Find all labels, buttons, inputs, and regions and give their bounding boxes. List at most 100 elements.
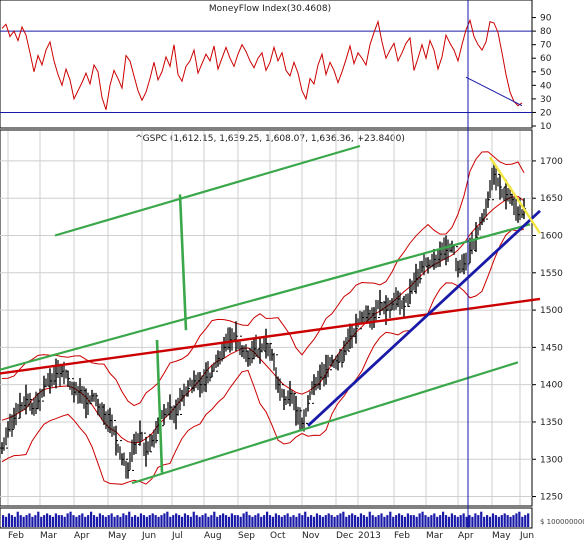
mfi-tick-label: 50 bbox=[540, 68, 552, 78]
volume-bar bbox=[371, 515, 374, 527]
x-axis: Feb Mar Apr May Jun Jul Aug Sep Oct Nov Dec 2013 Feb… bbox=[8, 531, 534, 541]
x-tick-label: Jun bbox=[141, 531, 156, 540]
middle-band bbox=[1, 195, 525, 444]
volume-bar bbox=[327, 513, 330, 527]
volume-bar bbox=[389, 511, 392, 527]
volume-bar bbox=[348, 515, 351, 527]
volume-bar bbox=[456, 516, 459, 527]
volume-bar bbox=[22, 516, 25, 527]
x-tick-label: Jul bbox=[171, 531, 183, 540]
volume-bar bbox=[154, 515, 157, 527]
volume-bar bbox=[380, 513, 383, 527]
volume-bar bbox=[84, 516, 87, 527]
volume-bar bbox=[333, 516, 336, 527]
volume-bar bbox=[204, 513, 207, 527]
volume-bar bbox=[321, 516, 324, 527]
volume-bar bbox=[128, 511, 131, 527]
mfi-tick-label: 30 bbox=[540, 95, 552, 105]
volume-bar bbox=[4, 516, 8, 527]
volume-bar bbox=[160, 515, 163, 527]
volume-bar bbox=[210, 515, 213, 527]
volume-bar bbox=[488, 516, 492, 527]
volume-bar bbox=[131, 516, 134, 527]
x-tick-label: Feb bbox=[8, 531, 24, 540]
volume-bar bbox=[415, 516, 418, 527]
volume-bar bbox=[307, 516, 310, 527]
volume-bar bbox=[336, 515, 339, 527]
price-tick-label: 1700 bbox=[540, 157, 563, 167]
volume-bar bbox=[66, 513, 69, 527]
volume-bar bbox=[395, 515, 398, 527]
price-panel: ^GSPC (1,612.15, 1,639.25, 1,608.07, 1,6… bbox=[0, 129, 563, 507]
mfi-line bbox=[1, 18, 523, 110]
x-tick-label: Jun bbox=[519, 531, 534, 540]
volume-bar bbox=[459, 515, 462, 527]
volume-bar bbox=[169, 516, 172, 527]
volume-bar bbox=[136, 516, 140, 527]
volume-bar bbox=[116, 515, 119, 527]
volume-bar bbox=[216, 516, 219, 527]
volume-bar bbox=[125, 515, 128, 527]
volume-bar bbox=[471, 516, 474, 527]
volume-bar bbox=[195, 515, 198, 527]
mfi-tick-label: 80 bbox=[540, 27, 552, 37]
volume-bar bbox=[342, 511, 345, 527]
volume-bar bbox=[503, 513, 506, 527]
volume-bar bbox=[433, 513, 436, 527]
volume-bar bbox=[72, 515, 75, 527]
volume-bar bbox=[468, 515, 471, 527]
volume-bar bbox=[506, 515, 509, 527]
volume-bar bbox=[230, 513, 233, 527]
volume-bar bbox=[251, 516, 254, 527]
volume-bar bbox=[113, 516, 116, 527]
mfi-panel: MoneyFlow Index(30.4608) 10 20 30 40 50 60 70 8… bbox=[0, 0, 552, 132]
volume-bar bbox=[148, 515, 151, 527]
volume-bar bbox=[271, 516, 275, 527]
volume-bar bbox=[266, 511, 269, 527]
volume-bar bbox=[304, 511, 307, 527]
volume-bar bbox=[227, 516, 231, 527]
x-tick-label: 2013 bbox=[358, 531, 381, 540]
x-tick-label: Mar bbox=[426, 531, 443, 540]
x-tick-label: Feb bbox=[394, 531, 410, 540]
volume-bar bbox=[409, 515, 412, 527]
volume-bar bbox=[7, 513, 11, 527]
volume-bar bbox=[233, 515, 236, 527]
volume-bar bbox=[430, 515, 433, 527]
volume-bar bbox=[239, 516, 242, 527]
volume-bar bbox=[166, 511, 169, 527]
volume-bar bbox=[175, 513, 178, 527]
volume-bar bbox=[365, 516, 368, 527]
volume-bar bbox=[31, 516, 34, 527]
price-tick-label: 1550 bbox=[540, 269, 563, 279]
volume-bar bbox=[213, 511, 216, 527]
volume-bar bbox=[356, 516, 360, 527]
volume-bar bbox=[274, 513, 277, 527]
volume-bar bbox=[444, 515, 448, 527]
volume-bar bbox=[10, 515, 13, 527]
volume-bar bbox=[28, 513, 31, 527]
x-tick-label: Oct bbox=[270, 531, 286, 540]
x-tick-label: Apr bbox=[74, 531, 90, 540]
green-vertical-measure-2 bbox=[155, 339, 164, 473]
volume-bar bbox=[78, 515, 81, 527]
x-tick-label: Sep bbox=[238, 531, 255, 540]
volume-bar bbox=[362, 515, 365, 527]
volume-bar bbox=[310, 515, 313, 527]
volume-bar bbox=[192, 511, 195, 527]
x-tick-label: Nov bbox=[302, 531, 320, 540]
volume-bar bbox=[48, 515, 52, 527]
green-channel-lower bbox=[131, 361, 519, 485]
volume-bar bbox=[527, 513, 530, 527]
volume-bar bbox=[224, 515, 228, 527]
volume-bar bbox=[339, 513, 342, 527]
volume-bar bbox=[277, 515, 280, 527]
volume-bar bbox=[447, 516, 451, 527]
volume-bar bbox=[207, 516, 210, 527]
mfi-tick-label: 90 bbox=[540, 14, 552, 24]
volume-bar bbox=[142, 515, 145, 527]
green-vertical-measure-1 bbox=[178, 194, 188, 331]
volume-bar bbox=[494, 515, 497, 527]
